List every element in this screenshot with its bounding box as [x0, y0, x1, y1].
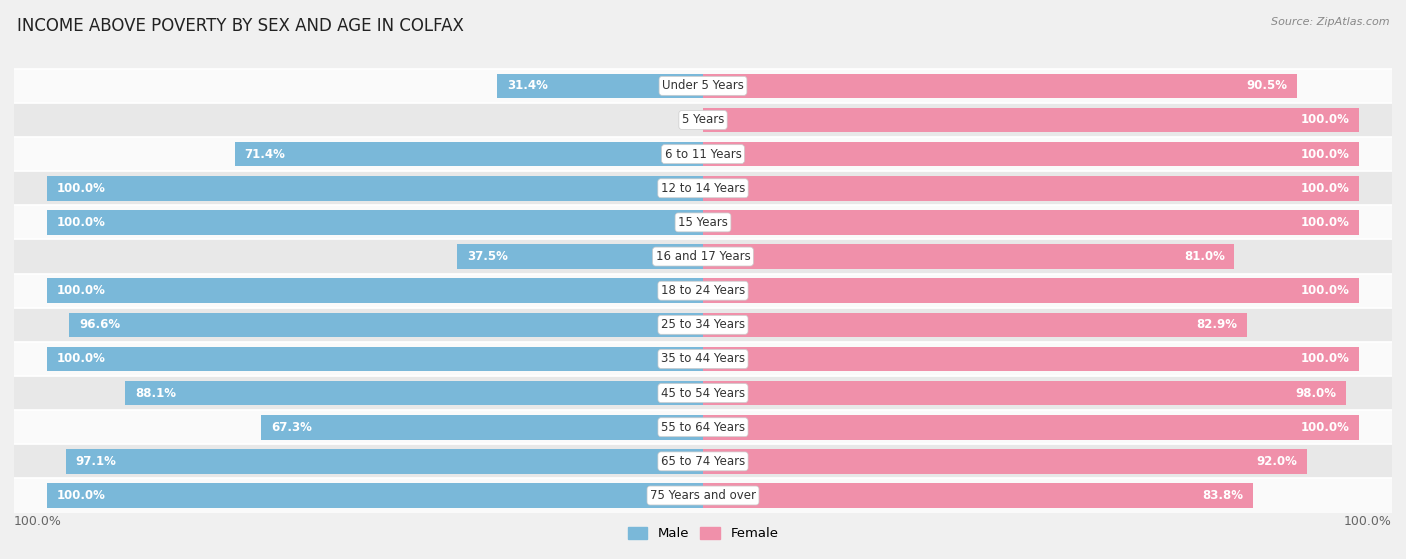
Text: 37.5%: 37.5%	[467, 250, 508, 263]
Bar	[703, 312, 1247, 337]
Bar	[14, 308, 1392, 342]
Text: 31.4%: 31.4%	[506, 79, 548, 92]
Text: 100.0%: 100.0%	[56, 489, 105, 502]
Bar	[235, 142, 703, 167]
Text: 16 and 17 Years: 16 and 17 Years	[655, 250, 751, 263]
Bar	[703, 449, 1306, 473]
Text: 100.0%: 100.0%	[56, 182, 105, 195]
Bar	[14, 103, 1392, 137]
Text: 100.0%: 100.0%	[56, 216, 105, 229]
Text: 12 to 14 Years: 12 to 14 Years	[661, 182, 745, 195]
Bar	[46, 347, 703, 371]
Text: 71.4%: 71.4%	[245, 148, 285, 160]
Text: 100.0%: 100.0%	[1301, 353, 1350, 366]
Bar	[703, 176, 1360, 201]
Text: 100.0%: 100.0%	[1344, 515, 1392, 528]
Text: 100.0%: 100.0%	[1301, 421, 1350, 434]
Bar	[262, 415, 703, 439]
Bar	[46, 176, 703, 201]
Bar	[14, 479, 1392, 513]
Text: 100.0%: 100.0%	[1301, 284, 1350, 297]
Text: 18 to 24 Years: 18 to 24 Years	[661, 284, 745, 297]
Bar	[457, 244, 703, 269]
Bar	[66, 449, 703, 473]
Bar	[69, 312, 703, 337]
Text: 65 to 74 Years: 65 to 74 Years	[661, 455, 745, 468]
Text: 100.0%: 100.0%	[56, 353, 105, 366]
Bar	[703, 415, 1360, 439]
Text: 100.0%: 100.0%	[1301, 113, 1350, 126]
Bar	[46, 483, 703, 508]
Text: Source: ZipAtlas.com: Source: ZipAtlas.com	[1271, 17, 1389, 27]
Text: 98.0%: 98.0%	[1295, 387, 1336, 400]
Bar	[14, 171, 1392, 205]
Text: 81.0%: 81.0%	[1184, 250, 1225, 263]
Text: 5 Years: 5 Years	[682, 113, 724, 126]
Bar	[703, 244, 1234, 269]
Text: 75 Years and over: 75 Years and over	[650, 489, 756, 502]
Bar	[14, 273, 1392, 308]
Text: 25 to 34 Years: 25 to 34 Years	[661, 318, 745, 331]
Bar	[496, 74, 703, 98]
Bar	[703, 381, 1346, 405]
Bar	[14, 410, 1392, 444]
Bar	[14, 137, 1392, 171]
Bar	[14, 376, 1392, 410]
Text: 92.0%: 92.0%	[1256, 455, 1296, 468]
Bar	[14, 239, 1392, 273]
Text: INCOME ABOVE POVERTY BY SEX AND AGE IN COLFAX: INCOME ABOVE POVERTY BY SEX AND AGE IN C…	[17, 17, 464, 35]
Text: 83.8%: 83.8%	[1202, 489, 1243, 502]
Text: 45 to 54 Years: 45 to 54 Years	[661, 387, 745, 400]
Bar	[703, 108, 1360, 132]
Text: 35 to 44 Years: 35 to 44 Years	[661, 353, 745, 366]
Bar	[703, 347, 1360, 371]
Text: 96.6%: 96.6%	[79, 318, 120, 331]
Bar	[703, 278, 1360, 303]
Text: 6 to 11 Years: 6 to 11 Years	[665, 148, 741, 160]
Bar	[46, 210, 703, 235]
Bar	[46, 278, 703, 303]
Text: 55 to 64 Years: 55 to 64 Years	[661, 421, 745, 434]
Text: 15 Years: 15 Years	[678, 216, 728, 229]
Bar	[703, 74, 1296, 98]
Text: 90.5%: 90.5%	[1246, 79, 1286, 92]
Text: 100.0%: 100.0%	[56, 284, 105, 297]
Text: Under 5 Years: Under 5 Years	[662, 79, 744, 92]
Text: 67.3%: 67.3%	[271, 421, 312, 434]
Bar	[14, 69, 1392, 103]
Bar	[703, 142, 1360, 167]
Bar	[703, 483, 1253, 508]
Bar	[14, 342, 1392, 376]
Bar	[14, 205, 1392, 239]
Text: 100.0%: 100.0%	[1301, 182, 1350, 195]
Text: 82.9%: 82.9%	[1197, 318, 1237, 331]
Text: 97.1%: 97.1%	[76, 455, 117, 468]
Text: 100.0%: 100.0%	[1301, 148, 1350, 160]
Text: 100.0%: 100.0%	[14, 515, 62, 528]
Bar	[125, 381, 703, 405]
Legend: Male, Female: Male, Female	[623, 522, 783, 546]
Bar	[703, 210, 1360, 235]
Text: 88.1%: 88.1%	[135, 387, 176, 400]
Text: 100.0%: 100.0%	[1301, 216, 1350, 229]
Bar	[14, 444, 1392, 479]
